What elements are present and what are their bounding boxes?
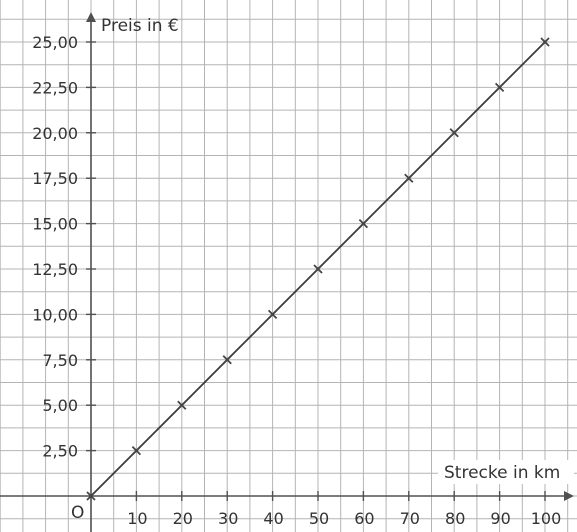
marker-stroke xyxy=(222,355,232,365)
x-axis-title: Strecke in km xyxy=(444,463,560,483)
marker-stroke xyxy=(267,309,278,320)
axes xyxy=(0,12,574,532)
data-point-marker xyxy=(540,37,550,47)
marker-stroke xyxy=(494,82,505,93)
y-tick-label: 7,50 xyxy=(42,351,78,370)
marker-stroke xyxy=(540,37,550,47)
marker-stroke xyxy=(358,218,369,229)
data-point-marker xyxy=(404,173,414,183)
y-tick-label: 10,00 xyxy=(32,305,78,324)
y-tick-label: 22,50 xyxy=(32,78,78,97)
marker-stroke xyxy=(313,264,323,274)
marker-stroke xyxy=(449,128,459,138)
x-tick-label: 50 xyxy=(309,509,329,528)
x-axis-title-background xyxy=(438,460,574,484)
y-tick-label: 20,00 xyxy=(32,124,78,143)
origin-label: O xyxy=(71,503,84,523)
x-tick-label: 20 xyxy=(173,509,193,528)
data-point-marker xyxy=(222,355,232,365)
data-point-marker xyxy=(449,128,459,138)
data-point-marker xyxy=(267,309,278,320)
y-tick-label: 12,50 xyxy=(32,260,78,279)
x-tick-label: 70 xyxy=(400,509,420,528)
y-tick-label: 2,50 xyxy=(42,442,78,461)
data-point-marker xyxy=(494,82,505,93)
y-axis-title: Preis in € xyxy=(101,16,179,36)
marker-stroke xyxy=(86,491,96,501)
x-tick-label: 10 xyxy=(127,509,147,528)
data-series xyxy=(86,37,550,501)
data-point-marker xyxy=(313,264,323,274)
labels: 10 20 30 40 50 60 70 80 90 100 2,50 5,00 7,50 10,00 12… xyxy=(32,16,574,528)
marker-stroke xyxy=(404,173,414,183)
data-point-marker xyxy=(177,400,187,410)
data-point-marker xyxy=(86,491,96,501)
y-tick-label: 15,00 xyxy=(32,215,78,234)
y-tick-label: 17,50 xyxy=(32,169,78,188)
y-axis-arrow xyxy=(86,12,96,22)
x-tick-label: 30 xyxy=(218,509,238,528)
x-tick-label: 90 xyxy=(490,509,510,528)
y-tick-label: 25,00 xyxy=(32,33,78,52)
marker-stroke xyxy=(177,400,187,410)
x-tick-label: 60 xyxy=(354,509,374,528)
x-tick-label: 80 xyxy=(445,509,465,528)
x-axis-arrow xyxy=(564,491,574,501)
data-point-marker xyxy=(358,218,369,229)
marker-stroke xyxy=(131,445,142,456)
x-tick-label: 40 xyxy=(263,509,283,528)
data-point-marker xyxy=(131,445,142,456)
y-tick-label: 5,00 xyxy=(42,396,78,415)
x-tick-label: 100 xyxy=(531,509,562,528)
